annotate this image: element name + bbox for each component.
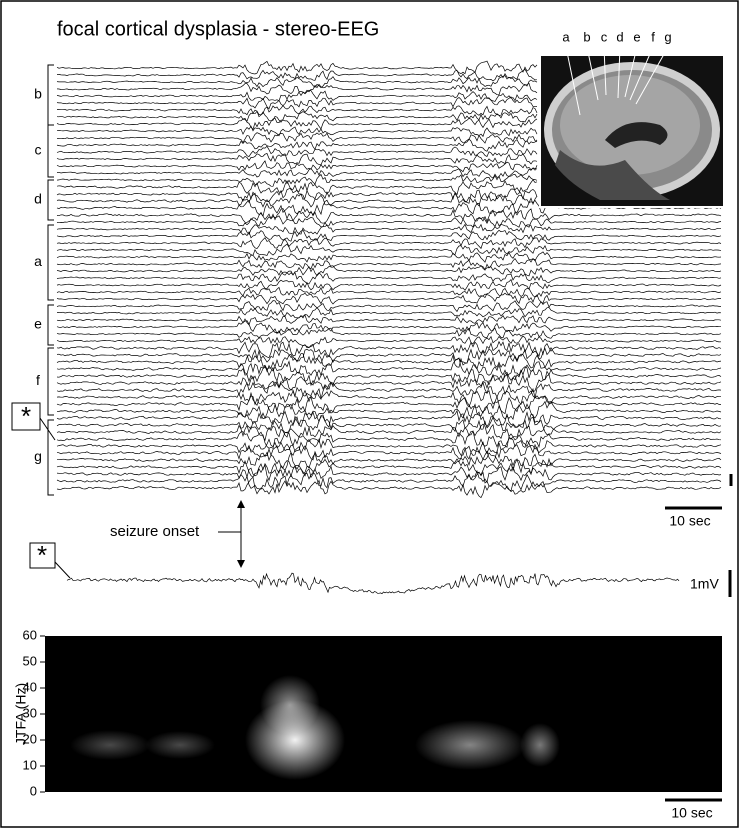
- power-blob: [415, 720, 525, 770]
- brain-mri: [540, 55, 724, 207]
- group-label: g: [34, 448, 42, 464]
- group-label: e: [34, 316, 42, 332]
- group-label: b: [34, 86, 42, 102]
- seizure-onset-label: seizure onset: [110, 523, 200, 540]
- group-label: d: [34, 191, 42, 207]
- electrode-label: e: [633, 29, 640, 44]
- y-tick-label: 50: [23, 653, 37, 668]
- trace-scale-label: 1mV: [690, 576, 719, 592]
- power-blob: [70, 730, 150, 760]
- figure: focal cortical dysplasia - stereo-EEG ab…: [0, 0, 740, 829]
- figure-title: focal cortical dysplasia - stereo-EEG: [57, 18, 379, 40]
- y-tick-label: 0: [30, 783, 37, 798]
- power-blob: [260, 675, 320, 735]
- electrode-label: f: [651, 29, 655, 44]
- electrode-label: a: [562, 29, 570, 44]
- marker: *: [37, 540, 47, 570]
- y-tick-label: 60: [23, 627, 37, 642]
- spectrogram: [45, 636, 722, 792]
- group-label: a: [34, 253, 42, 269]
- electrode-label: d: [616, 29, 623, 44]
- power-blob: [520, 723, 560, 767]
- y-tick-label: 10: [23, 757, 37, 772]
- y-axis-label: JTFA (Hz): [13, 683, 29, 745]
- marker: *: [21, 401, 31, 431]
- group-label: f: [36, 372, 40, 388]
- power-blob: [145, 731, 215, 759]
- time-scale-label: 10 sec: [669, 513, 710, 529]
- electrode-label: g: [664, 29, 671, 44]
- electrode-label: c: [601, 29, 608, 44]
- time-scale-label: 10 sec: [671, 805, 712, 821]
- electrode-label: b: [583, 29, 590, 44]
- group-label: c: [35, 142, 42, 158]
